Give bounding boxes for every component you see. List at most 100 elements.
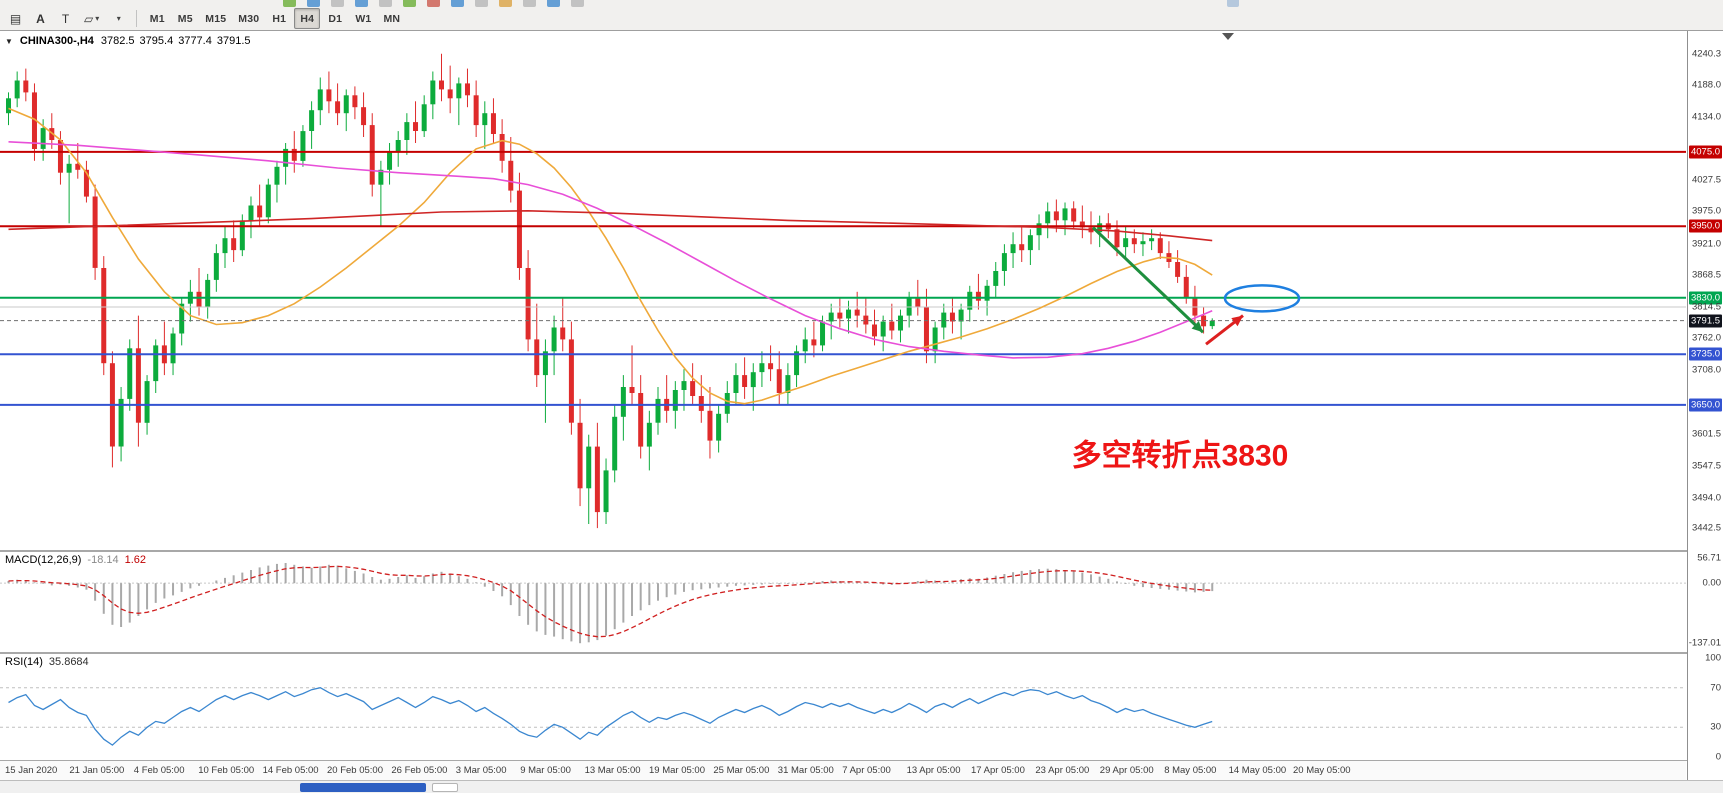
price-axis-label: 3650.0 bbox=[1689, 398, 1722, 412]
macd-signal-line bbox=[8, 565, 1213, 638]
time-axis-label: 13 Apr 05:00 bbox=[906, 765, 961, 776]
macd-axis-label: 0.00 bbox=[1702, 577, 1722, 589]
draw-shape-icon: ▱ bbox=[84, 11, 94, 26]
timeframe-button-w1[interactable]: W1 bbox=[350, 8, 376, 29]
bounce-arrow-head bbox=[1231, 315, 1243, 327]
chart-annotations[interactable]: 多空转折点3830 bbox=[1072, 226, 1301, 473]
macd-label: MACD(12,26,9) -18.14 1.62 bbox=[5, 554, 146, 566]
rsi-canvas[interactable] bbox=[0, 654, 1686, 760]
time-axis-label: 21 Jan 05:00 bbox=[69, 765, 125, 776]
chart-list-icon: ▤ bbox=[9, 11, 22, 26]
downtrend-arrow bbox=[1091, 226, 1205, 334]
text-box-icon: T bbox=[61, 11, 70, 26]
clipped-icon bbox=[451, 0, 464, 7]
macd-value: -18.14 bbox=[87, 554, 119, 566]
toolbar-separator bbox=[136, 10, 138, 27]
toolbar-buttons-row: ▤ A T ▱ ▾ ▾ M1 M5 M15 M30 H1 H4 D1 W1 MN bbox=[3, 8, 406, 29]
time-axis-label: 14 Feb 05:00 bbox=[262, 765, 319, 776]
rsi-axis-label: 30 bbox=[1710, 721, 1721, 733]
timeframe-button-h1[interactable]: H1 bbox=[266, 8, 292, 29]
clipped-icon bbox=[475, 0, 488, 7]
timeframe-button-m15[interactable]: M15 bbox=[200, 8, 231, 29]
clipped-icon bbox=[403, 0, 416, 7]
time-axis-label: 4 Feb 05:00 bbox=[133, 765, 185, 776]
chart-title: ▼ CHINA300-,H4 3782.5 3795.4 3777.4 3791… bbox=[5, 35, 251, 47]
ohlc-open: 3782.5 bbox=[100, 35, 135, 47]
downtrend-arrow-head bbox=[1191, 321, 1203, 333]
price-axis-label: 3547.5 bbox=[1691, 460, 1721, 472]
price-axis-label: 4027.5 bbox=[1691, 174, 1721, 186]
time-axis-label: 3 Mar 05:00 bbox=[455, 765, 507, 776]
text-label-icon: A bbox=[36, 11, 45, 26]
chart-dropdown-icon[interactable]: ▼ bbox=[5, 36, 13, 46]
price-chart-pane[interactable]: 多空转折点3830 ▼ CHINA300-,H4 3782.5 3795.4 3… bbox=[0, 31, 1686, 550]
highlight-ellipse bbox=[1223, 284, 1301, 313]
time-axis-label: 25 Mar 05:00 bbox=[713, 765, 770, 776]
macd-axis-label: 56.71 bbox=[1697, 552, 1721, 564]
time-axis-label: 8 May 05:00 bbox=[1164, 765, 1217, 776]
price-axis-label: 4075.0 bbox=[1689, 145, 1722, 159]
taskbar-button[interactable] bbox=[432, 783, 458, 792]
timeframe-button-m5[interactable]: M5 bbox=[172, 8, 198, 29]
time-axis-label: 19 Mar 05:00 bbox=[649, 765, 705, 776]
timeframe-buttons-group: M1 M5 M15 M30 H1 H4 D1 W1 MN bbox=[143, 8, 406, 29]
time-axis-label: 20 Feb 05:00 bbox=[327, 765, 383, 776]
price-axis-label: 4134.0 bbox=[1691, 111, 1721, 123]
clipped-icon bbox=[331, 0, 344, 7]
time-axis-label: 29 Apr 05:00 bbox=[1099, 765, 1154, 776]
time-axis[interactable]: 15 Jan 2020 21 Jan 05:00 4 Feb 05:00 10 Feb… bbox=[0, 761, 1686, 780]
clipped-icon bbox=[379, 0, 392, 7]
time-axis-label: 13 Mar 05:00 bbox=[584, 765, 641, 776]
chart-shift-marker[interactable] bbox=[1222, 33, 1234, 40]
time-axis-label: 17 Apr 05:00 bbox=[971, 765, 1025, 776]
text-label-button[interactable]: A bbox=[29, 8, 52, 29]
timeframe-button-d1[interactable]: D1 bbox=[322, 8, 348, 29]
price-axis-label: 4188.0 bbox=[1691, 79, 1721, 91]
ma-mid-magenta bbox=[8, 141, 1213, 359]
macd-signal-value: 1.62 bbox=[124, 554, 147, 566]
candles-layer bbox=[6, 53, 1215, 529]
annotation-text: 多空转折点3830 bbox=[1072, 440, 1289, 473]
rsi-name: RSI(14) bbox=[5, 656, 43, 668]
more-tools-button[interactable]: ▾ bbox=[106, 8, 129, 29]
timeframe-button-mn[interactable]: MN bbox=[378, 8, 405, 29]
rsi-axis-label: 0 bbox=[1715, 751, 1721, 763]
text-box-button[interactable]: T bbox=[54, 8, 77, 29]
price-axis-label: 3975.0 bbox=[1691, 205, 1721, 217]
rsi-indicator-pane[interactable]: RSI(14) 35.8684 bbox=[0, 654, 1686, 760]
price-chart-canvas[interactable]: 多空转折点3830 bbox=[0, 31, 1686, 550]
clipped-icon bbox=[283, 0, 296, 7]
clipped-toolbar-icons bbox=[283, 0, 584, 7]
price-axis-label: 3868.5 bbox=[1691, 269, 1721, 281]
taskbar-active-button[interactable] bbox=[300, 783, 426, 792]
chart-list-button[interactable]: ▤ bbox=[4, 8, 27, 29]
rsi-axis-label: 100 bbox=[1705, 652, 1721, 664]
price-axis-label: 3830.0 bbox=[1689, 291, 1722, 305]
bottom-taskbar-strip bbox=[0, 780, 1723, 793]
pane-divider[interactable] bbox=[0, 550, 1723, 552]
ohlc-high: 3795.4 bbox=[139, 35, 174, 47]
clipped-icon bbox=[355, 0, 368, 7]
time-axis-label: 20 May 05:00 bbox=[1293, 765, 1351, 776]
chart-ohlc-values: 3782.5 3795.4 3777.4 3791.5 bbox=[101, 35, 251, 47]
pane-divider[interactable] bbox=[0, 652, 1723, 654]
price-axis-label: 3442.5 bbox=[1691, 522, 1721, 534]
macd-indicator-pane[interactable]: MACD(12,26,9) -18.14 1.62 bbox=[0, 552, 1686, 652]
macd-axis-label: -137.01 bbox=[1688, 637, 1721, 649]
draw-shapes-button[interactable]: ▱ ▾ bbox=[79, 8, 104, 29]
timeframe-button-h4[interactable]: H4 bbox=[294, 8, 321, 29]
time-axis-label: 23 Apr 05:00 bbox=[1035, 765, 1090, 776]
timeframe-button-m1[interactable]: M1 bbox=[144, 8, 170, 29]
timeframe-button-m30[interactable]: M30 bbox=[233, 8, 264, 29]
clipped-icon bbox=[547, 0, 560, 7]
price-axis-label: 3791.5 bbox=[1689, 314, 1722, 328]
clipped-icon bbox=[307, 0, 320, 7]
price-axis[interactable]: 4240.3 4188.0 4134.0 4075.0 4027.5 3975.0 3950… bbox=[1687, 31, 1723, 780]
pane-divider[interactable] bbox=[0, 760, 1723, 761]
macd-canvas[interactable] bbox=[0, 552, 1686, 652]
price-axis-label: 3921.0 bbox=[1691, 238, 1721, 250]
macd-name: MACD(12,26,9) bbox=[5, 554, 82, 566]
chart-symbol-timeframe: CHINA300-,H4 bbox=[19, 35, 94, 47]
price-axis-label: 3950.0 bbox=[1689, 219, 1722, 233]
